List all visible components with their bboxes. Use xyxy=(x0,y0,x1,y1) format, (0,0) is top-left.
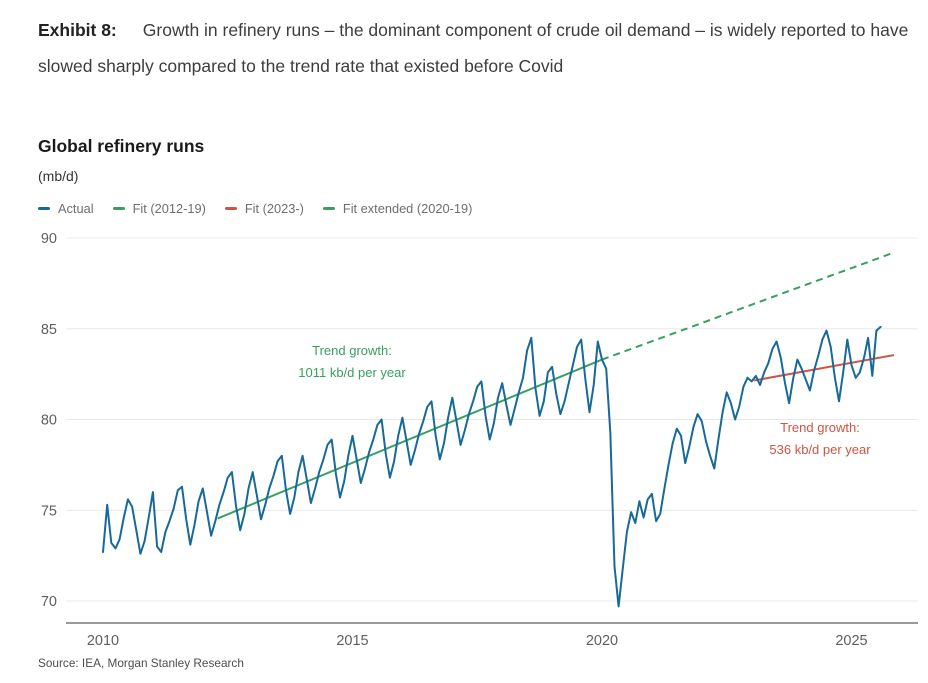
legend-item-actual: Actual xyxy=(38,201,94,216)
exhibit-title: Exhibit 8: Growth in refinery runs – the … xyxy=(38,12,910,84)
svg-text:75: 75 xyxy=(41,503,57,519)
svg-text:2010: 2010 xyxy=(87,633,119,649)
legend-label: Fit (2023-) xyxy=(244,201,304,216)
chart-title: Global refinery runs xyxy=(38,136,205,156)
svg-text:90: 90 xyxy=(41,231,57,247)
svg-text:2020: 2020 xyxy=(586,633,618,649)
trend-annotation-postcovid: Trend growth: 536 kb/d per year xyxy=(735,417,905,461)
annotation-line: 536 kb/d per year xyxy=(769,442,871,457)
annotation-line: Trend growth: xyxy=(312,343,392,358)
exhibit-text: Growth in refinery runs – the dominant c… xyxy=(38,20,909,76)
legend-label: Fit (2012-19) xyxy=(132,201,206,216)
svg-text:2025: 2025 xyxy=(835,633,867,649)
source-note: Source: IEA, Morgan Stanley Research xyxy=(38,656,244,670)
svg-text:80: 80 xyxy=(41,413,57,429)
legend-item-fit-2012-19: Fit (2012-19) xyxy=(112,201,206,216)
legend-item-fit-2023: Fit (2023-) xyxy=(224,201,304,216)
chart-plot: 70 75 80 85 90 2010 2015 2020 2025 Trend growth:… xyxy=(0,230,928,660)
svg-text:2015: 2015 xyxy=(336,633,368,649)
chart-canvas: 70 75 80 85 90 2010 2015 2020 2025 xyxy=(41,231,918,649)
legend-item-fit-extended: Fit extended (2020-19) xyxy=(322,201,473,216)
chart-legend: Actual Fit (2012-19) Fit (2023-) Fit ext… xyxy=(38,201,472,216)
trend-annotation-precovid: Trend growth: 1011 kb/d per year xyxy=(267,340,437,384)
chart-units-label: (mb/d) xyxy=(38,168,79,184)
annotation-line: 1011 kb/d per year xyxy=(298,365,406,380)
legend-dash-icon xyxy=(224,207,237,210)
svg-text:70: 70 xyxy=(41,594,57,610)
legend-dash-icon xyxy=(322,207,335,210)
legend-label: Actual xyxy=(58,201,94,216)
legend-dash-icon xyxy=(38,207,50,210)
legend-dash-icon xyxy=(112,207,125,210)
exhibit-label: Exhibit 8: xyxy=(38,20,117,40)
legend-label: Fit extended (2020-19) xyxy=(342,201,473,216)
annotation-line: Trend growth: xyxy=(780,420,860,435)
svg-text:85: 85 xyxy=(41,322,57,338)
